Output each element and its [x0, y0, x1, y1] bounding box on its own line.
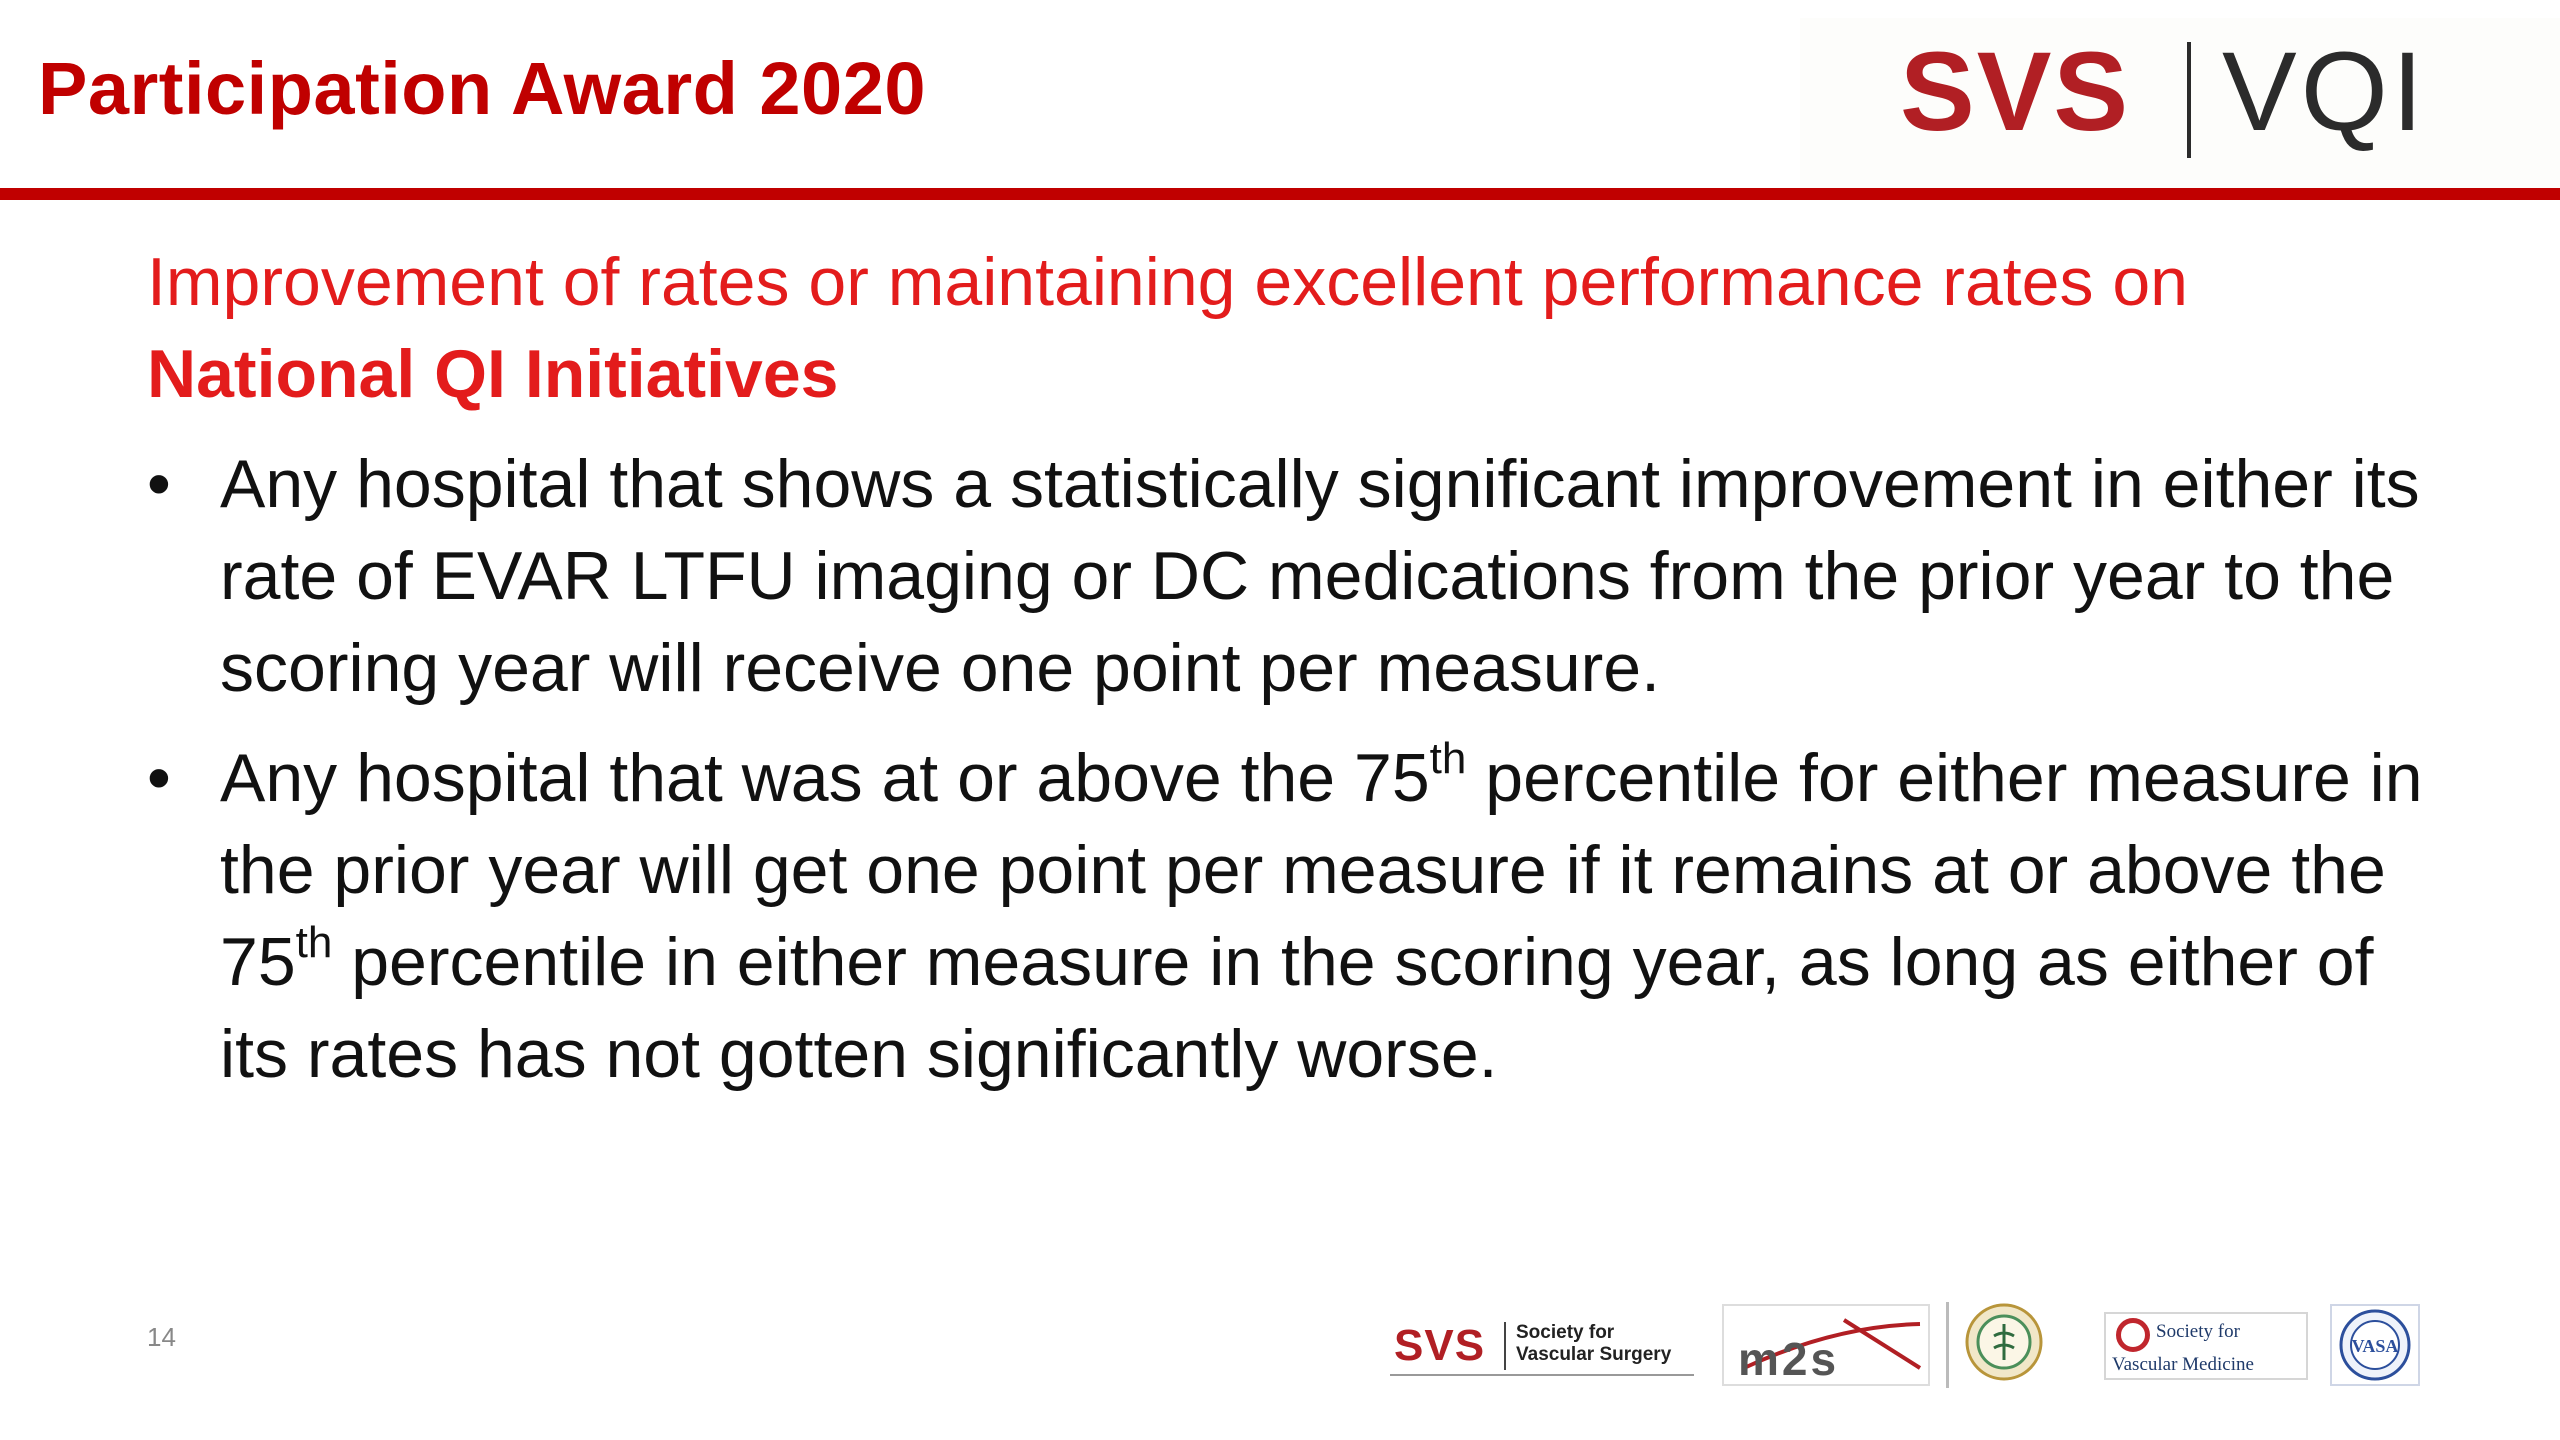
bullet-dot-icon: • — [147, 740, 171, 816]
page-title: Participation Award 2020 — [38, 47, 927, 130]
svm-line1: Society for — [2156, 1321, 2240, 1342]
svs-logo-text: SVS — [1900, 29, 2131, 154]
slide-content: Improvement of rates or maintaining exce… — [147, 236, 2447, 1118]
bullet-list: • Any hospital that shows a statisticall… — [147, 438, 2447, 1100]
seal-icon — [1965, 1303, 2043, 1381]
svs-footer-logo: SVS Society for Vascular Surgery — [1390, 1322, 1694, 1376]
bullet-text: Any hospital that was at or above the 75… — [220, 732, 2447, 1100]
bullet-item: • Any hospital that shows a statisticall… — [147, 438, 2447, 714]
superscript: th — [1429, 734, 1467, 783]
subheading: Improvement of rates or maintaining exce… — [147, 236, 2447, 420]
footer-logos: SVS Society for Vascular Surgery m2s Soc… — [1390, 1300, 2450, 1390]
superscript: th — [295, 918, 333, 967]
subheading-bold: National QI Initiatives — [147, 336, 839, 412]
svm-logo: Society for Vascular Medicine — [2104, 1312, 2308, 1380]
bullet-text-part: percentile in either measure in the scor… — [220, 924, 2374, 1092]
header-divider — [0, 188, 2560, 200]
subheading-plain: Improvement of rates or maintaining exce… — [147, 244, 2188, 320]
m2s-text: m2s — [1738, 1333, 1840, 1385]
bullet-item: • Any hospital that was at or above the … — [147, 732, 2447, 1100]
bullet-text-part: Any hospital that was at or above the 75 — [220, 740, 1430, 816]
svm-line2: Vascular Medicine — [2112, 1354, 2254, 1375]
svs-footer-name: Society for Vascular Surgery — [1504, 1322, 1690, 1370]
footer-logo-divider — [1946, 1302, 1949, 1388]
vqi-logo-text: VQI — [2222, 29, 2427, 154]
logo-separator — [2187, 42, 2191, 158]
svs-footer-abbr: SVS — [1394, 1321, 1486, 1370]
vasa-seal-icon: VASA — [2330, 1304, 2420, 1386]
m2s-swoosh-icon — [1743, 1318, 1922, 1370]
logo-background — [1800, 18, 2560, 190]
bullet-text-part: percentile for either measure in the pri… — [220, 740, 2423, 1000]
svm-ring-icon — [2116, 1318, 2150, 1352]
bullet-dot-icon: • — [147, 446, 171, 522]
m2s-logo: m2s — [1722, 1304, 1930, 1386]
vasa-text: VASA — [2352, 1336, 2399, 1356]
bullet-text: Any hospital that shows a statistically … — [220, 446, 2420, 706]
page-number: 14 — [147, 1322, 176, 1352]
slide-header: Participation Award 2020 SVS VQI — [0, 0, 2560, 190]
